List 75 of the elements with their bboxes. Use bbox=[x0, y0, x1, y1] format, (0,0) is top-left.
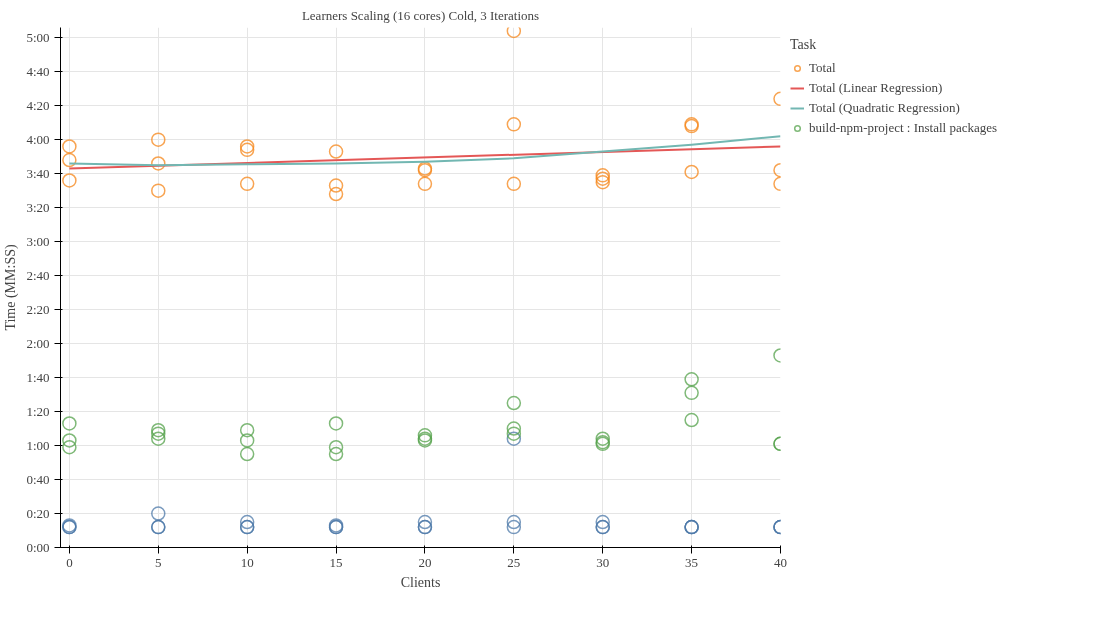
x-tick-label: 15 bbox=[329, 554, 343, 570]
point bbox=[328, 178, 344, 193]
legend-label: Total (Quadratic Regression) bbox=[809, 100, 960, 116]
x-tick-label: 10 bbox=[240, 554, 254, 570]
y-tick-label: 1:20 bbox=[26, 404, 50, 420]
y-tick-label: 5:00 bbox=[26, 30, 50, 46]
x-tick-label: 20 bbox=[418, 554, 432, 570]
point bbox=[62, 416, 77, 431]
x-tick-label: 5 bbox=[155, 554, 162, 570]
point bbox=[506, 421, 522, 436]
y-tick-label: 2:00 bbox=[26, 336, 50, 352]
legend-label: Total (Linear Regression) bbox=[809, 80, 943, 96]
y-tick-label: 0:20 bbox=[26, 506, 50, 522]
point bbox=[506, 514, 522, 530]
line-series bbox=[68, 135, 781, 167]
point bbox=[328, 440, 344, 455]
y-tick-label: 3:00 bbox=[26, 234, 50, 250]
point bbox=[151, 156, 166, 171]
point bbox=[684, 164, 699, 180]
legend-title: Task bbox=[790, 37, 818, 53]
point bbox=[239, 446, 255, 462]
point bbox=[328, 446, 344, 462]
point bbox=[506, 27, 522, 39]
chart-title: Learners Scaling (16 cores) Cold, 3 Iterations bbox=[301, 7, 540, 23]
point bbox=[151, 431, 166, 446]
y-axis-title: Time (MM:SS) bbox=[3, 244, 20, 331]
y-tick-label: 3:40 bbox=[26, 166, 50, 182]
x-axis-title: Clients bbox=[400, 574, 441, 590]
point bbox=[684, 372, 699, 387]
x-tick-label: 40 bbox=[774, 554, 787, 570]
point bbox=[684, 385, 699, 401]
y-tick-label: 3:20 bbox=[26, 200, 50, 216]
y-tick-label: 4:20 bbox=[26, 98, 50, 114]
x-tick-label: 30 bbox=[596, 554, 610, 570]
y-tick-label: 1:40 bbox=[26, 370, 50, 386]
point bbox=[506, 426, 522, 441]
y-tick-label: 4:00 bbox=[26, 132, 50, 148]
point bbox=[62, 440, 77, 455]
point bbox=[239, 423, 255, 438]
point bbox=[328, 416, 344, 431]
point bbox=[506, 117, 522, 132]
point bbox=[328, 144, 344, 159]
legend-label: build-npm-project : Install packages bbox=[809, 120, 998, 136]
point bbox=[239, 142, 255, 158]
point bbox=[151, 183, 166, 198]
point bbox=[506, 431, 522, 446]
point bbox=[151, 132, 166, 147]
point bbox=[506, 395, 522, 411]
point bbox=[239, 514, 255, 530]
point bbox=[506, 176, 522, 192]
point bbox=[62, 152, 77, 168]
point bbox=[62, 139, 77, 154]
legend-label: Total bbox=[809, 60, 836, 76]
y-tick-label: 1:00 bbox=[26, 438, 50, 454]
point bbox=[239, 176, 255, 192]
y-tick-label: 4:40 bbox=[26, 64, 50, 80]
point bbox=[684, 412, 699, 428]
point bbox=[595, 514, 610, 530]
x-tick-label: 0 bbox=[66, 554, 73, 570]
point bbox=[239, 139, 255, 154]
x-tick-label: 35 bbox=[685, 554, 699, 570]
x-tick-label: 25 bbox=[507, 554, 521, 570]
point bbox=[417, 176, 433, 192]
point bbox=[595, 431, 610, 446]
y-tick-label: 0:40 bbox=[26, 472, 50, 488]
y-tick-label: 2:20 bbox=[26, 302, 50, 318]
point bbox=[62, 173, 77, 188]
y-tick-label: 2:40 bbox=[26, 268, 50, 284]
point bbox=[506, 519, 522, 535]
point bbox=[62, 433, 77, 448]
point bbox=[417, 514, 433, 530]
point bbox=[239, 433, 255, 448]
point bbox=[328, 186, 344, 202]
y-tick-label: 0:00 bbox=[26, 540, 50, 555]
point bbox=[151, 506, 166, 521]
